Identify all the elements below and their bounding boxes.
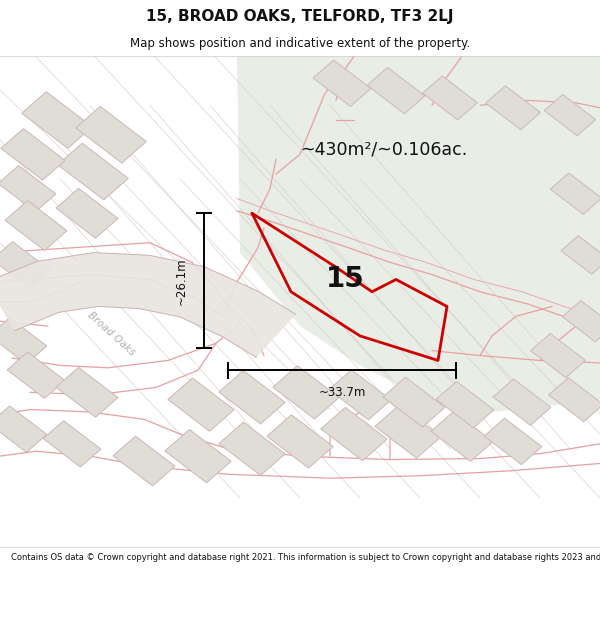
Polygon shape	[273, 366, 339, 419]
Polygon shape	[375, 405, 441, 458]
Polygon shape	[237, 56, 600, 412]
Polygon shape	[58, 143, 128, 200]
Polygon shape	[321, 408, 387, 461]
Polygon shape	[485, 86, 541, 130]
Polygon shape	[56, 368, 118, 418]
Text: Contains OS data © Crown copyright and database right 2021. This information is : Contains OS data © Crown copyright and d…	[11, 553, 600, 562]
Polygon shape	[0, 318, 47, 364]
Polygon shape	[7, 352, 65, 398]
Polygon shape	[436, 381, 494, 428]
Polygon shape	[431, 411, 493, 461]
Polygon shape	[548, 378, 600, 422]
Polygon shape	[550, 173, 600, 214]
Text: 15, BROAD OAKS, TELFORD, TF3 2LJ: 15, BROAD OAKS, TELFORD, TF3 2LJ	[146, 9, 454, 24]
Polygon shape	[562, 301, 600, 342]
Polygon shape	[493, 379, 551, 426]
Polygon shape	[113, 436, 175, 486]
Text: Map shows position and indicative extent of the property.: Map shows position and indicative extent…	[130, 38, 470, 51]
Polygon shape	[22, 92, 92, 148]
Polygon shape	[484, 418, 542, 464]
Text: ~430m²/~0.106ac.: ~430m²/~0.106ac.	[300, 141, 467, 159]
Polygon shape	[367, 68, 425, 114]
Text: 15: 15	[326, 266, 364, 294]
Text: ~33.7m: ~33.7m	[319, 386, 365, 399]
Polygon shape	[168, 378, 234, 431]
Text: Broad Oaks: Broad Oaks	[85, 310, 137, 358]
Polygon shape	[43, 421, 101, 467]
Polygon shape	[0, 242, 50, 288]
Polygon shape	[544, 94, 596, 136]
Polygon shape	[0, 253, 296, 358]
Text: ~26.1m: ~26.1m	[175, 257, 188, 304]
Polygon shape	[76, 106, 146, 163]
Polygon shape	[383, 378, 445, 427]
Polygon shape	[1, 129, 65, 180]
Polygon shape	[165, 429, 231, 483]
Polygon shape	[0, 406, 47, 452]
Polygon shape	[219, 371, 285, 424]
Polygon shape	[530, 334, 586, 378]
Polygon shape	[313, 60, 371, 106]
Polygon shape	[267, 415, 333, 468]
Polygon shape	[56, 188, 118, 238]
Polygon shape	[422, 76, 478, 120]
Polygon shape	[219, 422, 285, 476]
Polygon shape	[0, 166, 56, 212]
Polygon shape	[561, 236, 600, 274]
Polygon shape	[5, 201, 67, 251]
Polygon shape	[329, 370, 391, 420]
